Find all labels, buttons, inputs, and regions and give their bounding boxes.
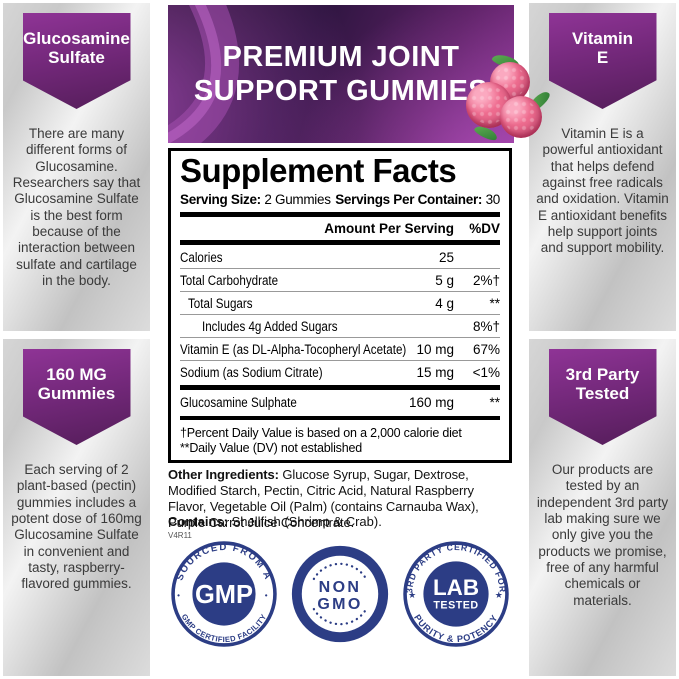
badge-text-line: Sulfate: [48, 48, 105, 67]
badge-text-line: Gummies: [37, 384, 116, 403]
col-amount-per-serving: Amount Per Serving: [324, 221, 454, 237]
servings-value: 30: [482, 192, 501, 208]
star-icon: ★: [408, 590, 416, 600]
nutrient-amount: 25: [438, 249, 454, 265]
nutrient-dv: <1%: [472, 364, 500, 380]
nutrient-name: Includes 4g Added Sugars: [202, 318, 338, 334]
contains-statement: Contains: Shellfish (Shrimp & Crab).: [168, 514, 514, 529]
dot-icon: •: [265, 591, 268, 600]
serving-size-value: 2 Gummies: [260, 192, 331, 208]
nutrient-name: Vitamin E (as DL-Alpha-Tocopheryl Acetat…: [180, 341, 407, 357]
nutrient-dv: **: [489, 395, 500, 411]
divider-thick: [180, 240, 500, 246]
product-title-line1: PREMIUM JOINT: [222, 40, 460, 73]
panel-vitamin-e: Vitamin E Vitamin E is a powerful antiox…: [529, 3, 676, 331]
contains-text: Shellfish (Shrimp & Crab).: [227, 514, 382, 529]
footnote-dv-not-established: **Daily Value (DV) not established: [180, 440, 362, 455]
3rd-party-tested-description: Our products are tested by an independen…: [536, 462, 669, 608]
panel-160mg-gummies: 160 MG Gummies Each serving of 2 plant-b…: [3, 339, 150, 676]
vitamin-e-description: Vitamin E is a powerful antioxidant that…: [536, 126, 669, 256]
badge-text-line: 160 MG: [46, 364, 107, 384]
header-banner: PREMIUM JOINT SUPPORT GUMMIES: [168, 5, 514, 143]
gmp-seal-icon: SOURCED FROM A GMP CERTIFIED FACILITY GM…: [171, 541, 277, 647]
serving-size-label: Serving Size:: [180, 192, 261, 208]
version-code: V4R11: [168, 531, 192, 540]
swirl-graphic: [168, 5, 240, 143]
contains-label: Contains:: [168, 514, 228, 529]
nutrient-dv: **: [489, 295, 500, 311]
divider-thick: [180, 385, 500, 390]
nutrient-amount: 160 mg: [408, 395, 454, 411]
other-ingredients-label: Other Ingredients:: [168, 467, 279, 482]
lab-center-text1: LAB: [433, 575, 479, 600]
certification-seals: SOURCED FROM A GMP CERTIFIED FACILITY GM…: [170, 538, 510, 650]
glucosamine-sulfate-description: There are many different forms of Glucos…: [12, 126, 141, 288]
other-ingredients: Other Ingredients: Glucose Syrup, Sugar,…: [168, 467, 514, 531]
facts-row-added-sugars: Includes 4g Added Sugars 8%†: [180, 315, 500, 339]
badge-text-line: Vitamin: [571, 28, 634, 48]
vitamin-e-badge: Vitamin E: [548, 13, 657, 109]
serving-info-row: Serving Size: 2 Gummies Servings Per Con…: [180, 192, 500, 207]
serving-size: Serving Size: 2 Gummies: [180, 192, 331, 207]
nutrient-name: Total Sugars: [188, 295, 253, 311]
star-icon: ★: [495, 590, 503, 600]
facts-row-vitamin-e: Vitamin E (as DL-Alpha-Tocopheryl Acetat…: [180, 338, 500, 362]
facts-column-headers: Amount Per Serving %DV: [180, 218, 500, 239]
nutrient-name: Glucosamine Sulphate: [180, 395, 297, 411]
divider-thick: [180, 212, 500, 218]
nutrient-dv: 2%†: [472, 272, 500, 288]
nutrient-amount: 5 g: [435, 272, 454, 288]
nutrient-amount: 4 g: [435, 295, 454, 311]
facts-footnote: †Percent Daily Value is based on a 2,000…: [180, 426, 500, 456]
servings-per-container: Servings Per Container: 30: [335, 192, 500, 207]
nutrient-amount: 10 mg: [416, 341, 454, 357]
non-gmo-text-line2: GMO: [317, 595, 362, 613]
nutrient-dv: 67%: [472, 341, 500, 357]
footnote-daily-value: †Percent Daily Value is based on a 2,000…: [180, 425, 462, 440]
non-gmo-text-line1: NON: [319, 578, 362, 596]
facts-row-total-sugars: Total Sugars 4 g **: [180, 292, 500, 316]
3rd-party-tested-badge: 3rd Party Tested: [548, 349, 657, 445]
raspberry: [500, 96, 542, 138]
160mg-gummies-badge: 160 MG Gummies: [22, 349, 131, 445]
product-title: PREMIUM JOINT SUPPORT GUMMIES: [168, 5, 514, 143]
raspberries-image: [466, 51, 553, 152]
product-title-line2: SUPPORT GUMMIES: [193, 74, 489, 107]
nutrient-name: Calories: [180, 249, 223, 265]
supplement-facts-title: Supplement Facts: [180, 152, 457, 189]
lab-tested-seal-icon: 3RD PARTY CERTIFIED FOR PURITY & POTENCY…: [403, 541, 509, 647]
lab-center-text2: TESTED: [433, 599, 478, 611]
dot-icon: •: [177, 591, 180, 600]
nutrient-amount: 15 mg: [416, 364, 454, 380]
badge-text-line: E: [596, 48, 609, 67]
servings-label: Servings Per Container:: [335, 192, 483, 208]
160mg-gummies-description: Each serving of 2 plant-based (pectin) g…: [11, 462, 142, 592]
nutrient-name: Total Carbohydrate: [180, 272, 279, 288]
glucosamine-sulfate-badge: Glucosamine Sulfate: [22, 13, 131, 109]
facts-row-total-carbohydrate: Total Carbohydrate 5 g 2%†: [180, 269, 500, 293]
facts-row-calories: Calories 25: [180, 246, 500, 270]
other-ingredients-text: Glucose Syrup, Sugar, Dextrose, Modified…: [168, 467, 479, 531]
nutrient-dv: 8%†: [472, 318, 500, 334]
badge-text-line: Glucosamine: [23, 28, 130, 48]
non-gmo-seal-icon: NON GMO: [291, 545, 389, 643]
gmp-center-text: GMP: [195, 581, 253, 609]
badge-text-line: Tested: [575, 384, 630, 403]
panel-glucosamine-sulfate: Glucosamine Sulfate There are many diffe…: [3, 3, 150, 331]
supplement-facts-panel: Supplement Facts Serving Size: 2 Gummies…: [168, 148, 512, 463]
badge-text-line: 3rd Party: [565, 364, 640, 384]
facts-row-glucosamine-sulphate: Glucosamine Sulphate 160 mg **: [180, 392, 500, 414]
nutrient-name: Sodium (as Sodium Citrate): [180, 364, 323, 380]
facts-row-sodium: Sodium (as Sodium Citrate) 15 mg <1%: [180, 361, 500, 383]
panel-3rd-party-tested: 3rd Party Tested Our products are tested…: [529, 339, 676, 676]
divider-thick: [180, 415, 500, 420]
col-dv: %DV: [469, 221, 500, 237]
